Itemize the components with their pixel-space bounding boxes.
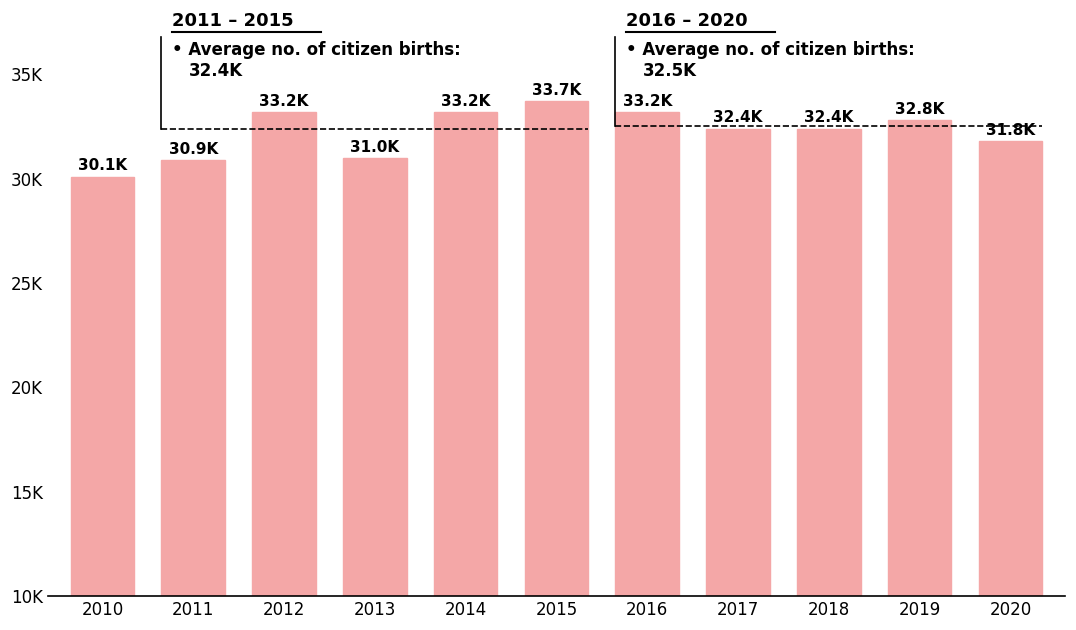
Bar [525, 101, 589, 630]
Bar [888, 120, 951, 630]
Text: 32.4K: 32.4K [188, 62, 243, 80]
Text: 33.2K: 33.2K [623, 94, 671, 108]
Text: 32.4K: 32.4K [713, 110, 763, 125]
Bar [706, 129, 769, 630]
Bar [434, 112, 497, 630]
Text: 2011 – 2015: 2011 – 2015 [172, 13, 294, 30]
Text: 33.2K: 33.2K [259, 94, 309, 108]
Bar [797, 129, 861, 630]
Text: • Average no. of citizen births:: • Average no. of citizen births: [172, 41, 462, 59]
Text: 32.5K: 32.5K [642, 62, 696, 80]
Bar [979, 141, 1043, 630]
Text: 32.8K: 32.8K [895, 102, 945, 117]
Text: 30.1K: 30.1K [77, 158, 127, 173]
Text: 32.4K: 32.4K [804, 110, 853, 125]
Text: 33.7K: 33.7K [532, 83, 581, 98]
Text: 31.8K: 31.8K [986, 123, 1035, 138]
Bar [343, 158, 407, 630]
Text: 31.0K: 31.0K [351, 140, 399, 154]
Text: 2016 – 2020: 2016 – 2020 [626, 13, 748, 30]
Bar [252, 112, 316, 630]
Text: 30.9K: 30.9K [169, 142, 217, 157]
Text: 33.2K: 33.2K [441, 94, 491, 108]
Bar [71, 176, 134, 630]
Bar [615, 112, 679, 630]
Text: • Average no. of citizen births:: • Average no. of citizen births: [626, 41, 915, 59]
Bar [161, 160, 225, 630]
